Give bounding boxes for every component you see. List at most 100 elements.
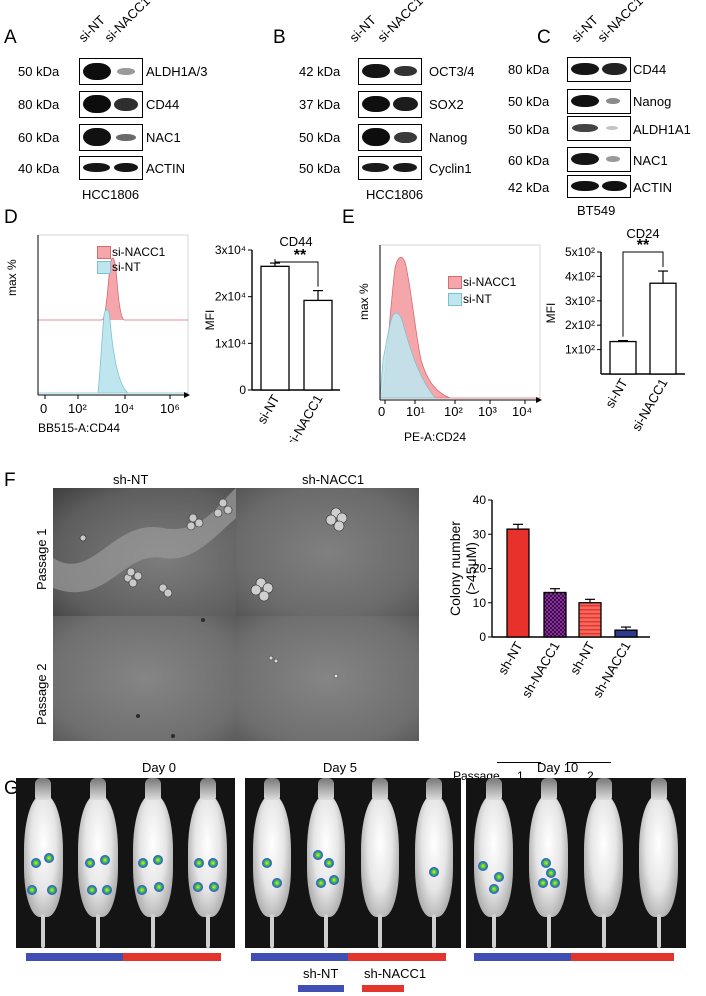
blot-band-row — [567, 175, 631, 198]
mouse-nose-cone — [144, 778, 161, 801]
protein-label: CD44 — [633, 62, 667, 77]
tick-label: 10⁴ — [114, 401, 135, 416]
category-label: si-NT — [602, 376, 631, 410]
mouse-tail — [378, 914, 382, 948]
bar — [578, 602, 602, 638]
mouse-tail — [656, 914, 661, 948]
tick-label: 0 — [40, 401, 48, 416]
significance-bracket — [274, 259, 319, 287]
panel-letter-e: E — [342, 207, 355, 228]
luminescence-spot — [323, 858, 334, 868]
axis-label: max % — [5, 259, 19, 296]
row-label: Passage 2 — [34, 663, 49, 725]
y-tick-label: 2x10⁴ — [215, 290, 246, 304]
legend-swatch-sh-nacc1 — [362, 985, 404, 992]
legend-label: si-NACC1 — [463, 275, 517, 289]
y-tick-label: 0 — [239, 383, 246, 397]
lane-label: si-NACC1 — [594, 0, 646, 45]
group-bar-sh-nt — [26, 953, 123, 961]
y-tick-label: 40 — [473, 493, 487, 507]
protein-label: NAC1 — [146, 130, 181, 145]
luminescence-spot — [101, 885, 112, 896]
imaging-frame — [16, 778, 235, 948]
legend-label: sh-NT — [303, 966, 339, 981]
mouse-tail — [324, 914, 328, 948]
mouse-tail — [96, 914, 101, 948]
lane-label: si-NT — [75, 12, 108, 46]
kda-label: 50 kDa — [508, 122, 550, 137]
legend-swatch — [448, 276, 462, 289]
kda-label: 50 kDa — [299, 161, 341, 176]
bar — [303, 299, 333, 391]
bar — [543, 591, 567, 638]
legend-swatch-sh-nt — [298, 985, 344, 992]
micrograph-image — [236, 488, 419, 616]
luminescence-spot — [85, 858, 96, 868]
luminescence-spot — [154, 881, 165, 892]
column-label: sh-NT — [113, 472, 149, 487]
tick-label: 10² — [444, 404, 463, 419]
significance-marker: ** — [294, 247, 307, 264]
mouse-nose-cone — [485, 778, 502, 801]
blot-band-row — [358, 91, 422, 118]
mouse-nose-cone — [318, 778, 334, 801]
luminescence-spot — [192, 881, 203, 892]
legend-swatch — [448, 293, 462, 306]
y-tick-label: 30 — [473, 527, 487, 541]
bar-chart-cd24: 1x10² 2x10² 3x10² 4x10² 5x10² CD24 MFI si-NTsi-… — [545, 226, 685, 434]
luminescence-spot — [136, 885, 147, 896]
y-tick-label: 10 — [473, 596, 487, 610]
mouse-image — [78, 795, 118, 918]
luminescence-spot — [153, 854, 164, 865]
y-tick-label: 4x10² — [565, 269, 595, 283]
axis-label: PE-A:CD24 — [404, 430, 467, 444]
luminescence-spot — [43, 852, 54, 863]
chart-title: CD44 — [279, 234, 312, 249]
cell-line-label: HCC1806 — [82, 187, 140, 202]
mouse-image — [23, 795, 64, 918]
mouse-image — [187, 795, 228, 918]
mouse-image — [528, 795, 569, 918]
blot-band-row — [79, 58, 143, 85]
day-label: Day 10 — [537, 760, 579, 775]
blot-band-row — [358, 156, 422, 180]
luminescence-spot — [494, 871, 504, 882]
bar — [506, 528, 530, 638]
kda-label: 80 kDa — [18, 97, 60, 112]
imaging-frame — [466, 778, 686, 948]
mouse-nose-cone — [372, 778, 388, 801]
legend-label: sh-NACC1 — [364, 966, 427, 981]
category-label: sh-NACC1 — [519, 639, 563, 700]
luminescence-spot — [546, 868, 557, 879]
bar-chart-colony: 0 10 20 30 40 Colony number (>45μM) sh-NTsh-NAC… — [447, 493, 650, 700]
protein-label: Nanog — [429, 130, 468, 145]
luminescence-spot — [138, 858, 149, 868]
luminescence-spot — [488, 883, 499, 894]
y-tick-label: 3x10² — [565, 294, 595, 308]
mouse-nose-cone — [35, 778, 52, 801]
micrograph-image — [236, 616, 419, 741]
luminescence-spot — [99, 854, 110, 865]
category-label: sh-NT — [495, 639, 526, 677]
y-axis-label: MFI — [545, 303, 558, 324]
mouse-image — [360, 795, 400, 918]
luminescence-spot — [477, 861, 488, 872]
y-tick-label: 0 — [479, 630, 486, 644]
lane-label: si-NACC1 — [101, 0, 153, 45]
mouse-nose-cone — [199, 778, 216, 801]
bar — [649, 282, 677, 375]
kda-label: 50 kDa — [508, 94, 550, 109]
day-label: Day 0 — [142, 760, 176, 775]
protein-label: ALDH1A/3 — [146, 64, 208, 79]
group-bar-sh-nt — [251, 953, 348, 961]
kda-label: 80 kDa — [508, 62, 550, 77]
lane-label: si-NACC1 — [374, 0, 426, 45]
mouse-image — [583, 795, 624, 918]
group-bar-sh-nacc1 — [123, 953, 221, 961]
mouse-image — [252, 795, 292, 918]
y-tick-label: 1x10² — [565, 343, 595, 357]
y-axis-label: MFI — [203, 310, 217, 331]
category-label: si-NACC1 — [629, 376, 671, 434]
mouse-nose-cone — [595, 778, 612, 801]
blot-band-row — [79, 156, 143, 180]
